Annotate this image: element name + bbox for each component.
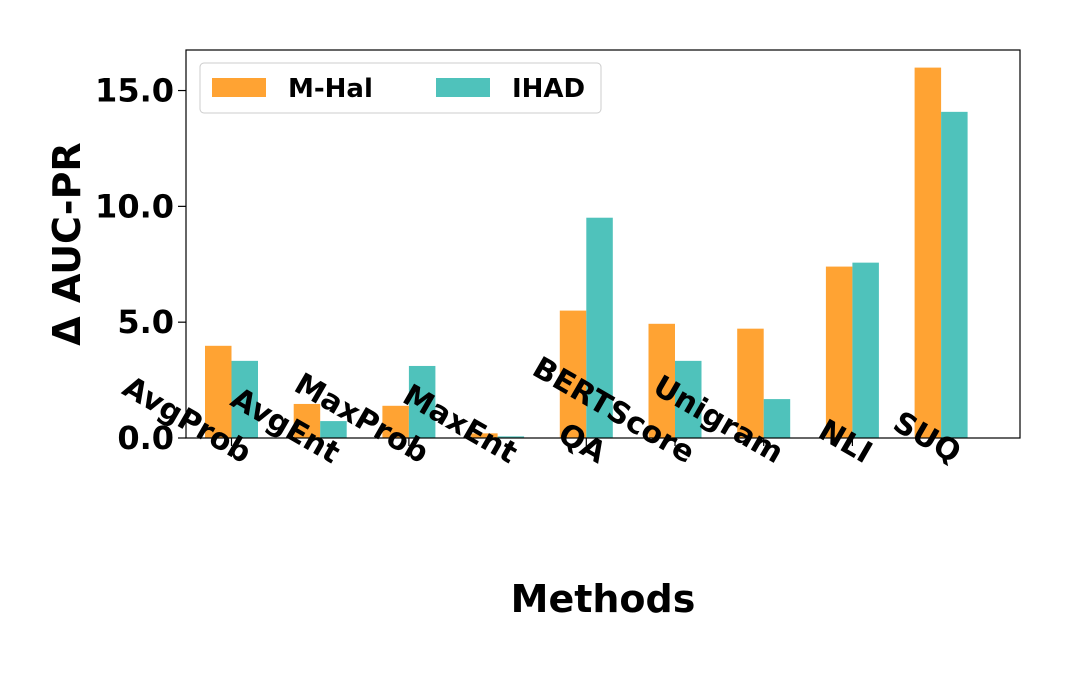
y-axis-title: Δ AUC-PR	[45, 142, 89, 345]
legend-label-m-hal: M-Hal	[288, 74, 373, 104]
bar-ihad-nli	[852, 262, 879, 438]
legend-swatch-m-hal	[212, 78, 266, 97]
y-tick-label: 10.0	[95, 187, 174, 225]
bar-m-hal-avgent	[293, 403, 321, 438]
x-axis-title: Methods	[511, 577, 696, 621]
legend-box	[199, 62, 602, 114]
plot-frame	[185, 49, 1021, 439]
bar-m-hal-maxprob	[382, 405, 409, 438]
y-tick-label: 5.0	[117, 303, 174, 341]
bar-ihad-avgent	[320, 421, 347, 438]
y-axis: 0.0 5.0 10.0 15.0	[95, 72, 186, 457]
bar-ihad-maxprob	[408, 365, 436, 438]
legend: M-Hal IHAD	[199, 62, 602, 114]
bar-m-hal-nli	[825, 266, 853, 438]
bar-m-hal-unigram	[737, 328, 764, 438]
bar-m-hal-bertscore	[648, 323, 675, 438]
bar-ihad-qa	[586, 217, 613, 438]
bar-ihad-suq	[941, 111, 968, 438]
bar-m-hal-qa	[559, 310, 587, 438]
bar-ihad-avgprob	[231, 360, 258, 438]
bar-m-hal-maxent	[471, 433, 498, 438]
bar-ihad-maxent	[497, 436, 525, 438]
legend-swatch-ihad	[436, 78, 490, 97]
bar-m-hal-avgprob	[205, 345, 232, 438]
bar-ihad-bertscore	[675, 360, 702, 438]
legend-label-ihad: IHAD	[512, 74, 585, 104]
bar-m-hal-suq	[914, 67, 942, 439]
bars-group	[205, 67, 968, 439]
bar-ihad-unigram	[763, 399, 791, 438]
y-tick-label: 15.0	[95, 72, 174, 110]
y-tick-label: 0.0	[117, 419, 174, 457]
